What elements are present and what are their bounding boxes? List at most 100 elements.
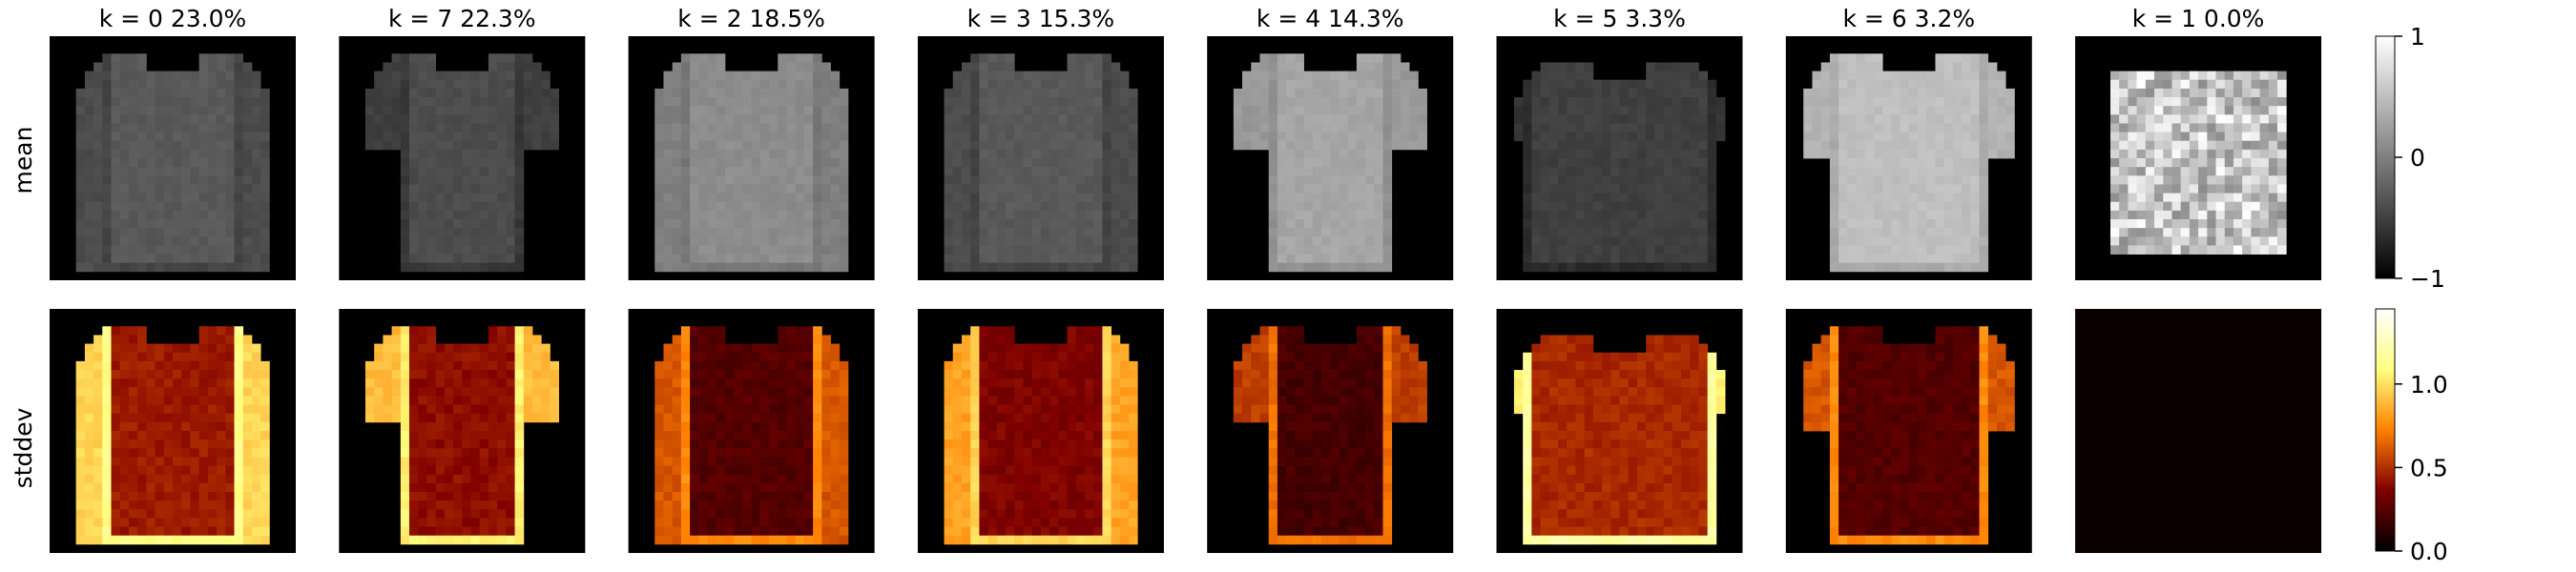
pixel — [163, 457, 174, 466]
pixel — [1268, 79, 1278, 90]
pixel — [453, 210, 463, 220]
pixel — [190, 439, 200, 449]
pixel — [137, 219, 147, 229]
pixel — [400, 326, 410, 336]
pixel — [759, 465, 770, 476]
pixel — [1523, 106, 1532, 115]
pixel — [1058, 500, 1068, 510]
pixel — [961, 262, 971, 273]
row-label-stddev: stddev — [10, 407, 37, 488]
pixel — [1365, 360, 1375, 371]
pixel — [418, 158, 427, 168]
pixel — [961, 140, 971, 151]
pixel — [155, 97, 165, 107]
pixel — [1558, 71, 1568, 81]
pixel — [479, 360, 489, 371]
pixel — [514, 114, 525, 124]
pixel — [1400, 79, 1410, 90]
pixel — [523, 114, 533, 124]
pixel — [1102, 448, 1112, 458]
pixel — [1129, 114, 1138, 124]
pixel — [470, 439, 481, 449]
pixel — [102, 518, 112, 527]
pixel — [1040, 439, 1050, 449]
pixel — [190, 228, 200, 237]
pixel — [1031, 474, 1042, 484]
pixel — [680, 132, 691, 142]
pixel — [234, 404, 244, 415]
pixel — [803, 448, 814, 458]
pixel — [1698, 114, 1709, 124]
pixel — [707, 106, 717, 115]
pixel — [839, 378, 849, 388]
pixel — [1259, 343, 1270, 354]
pixel — [234, 396, 244, 405]
pixel — [435, 448, 446, 458]
pixel — [400, 262, 410, 273]
pixel — [1129, 149, 1138, 159]
pixel — [716, 370, 726, 379]
pixel — [190, 254, 200, 264]
pixel — [1102, 262, 1112, 273]
pixel — [724, 518, 735, 527]
pixel — [672, 210, 682, 220]
pixel — [1111, 360, 1121, 371]
pixel — [1330, 492, 1340, 501]
pixel — [1006, 535, 1015, 545]
pixel — [1251, 132, 1260, 142]
pixel — [190, 492, 200, 501]
pixel — [1023, 431, 1033, 440]
pixel — [102, 106, 112, 115]
pixel — [751, 262, 761, 273]
pixel — [1374, 167, 1383, 176]
pixel — [1023, 474, 1033, 484]
pixel — [1242, 71, 1252, 81]
pixel — [234, 262, 244, 273]
pixel — [1646, 106, 1655, 115]
pixel — [444, 79, 454, 90]
pixel — [839, 474, 849, 484]
pixel — [680, 114, 691, 124]
pixel — [1093, 535, 1103, 545]
pixel — [84, 518, 94, 527]
pixel — [1374, 482, 1383, 493]
pixel — [217, 500, 226, 510]
pixel — [1303, 79, 1314, 90]
pixel — [952, 262, 963, 273]
pixel — [1654, 62, 1664, 72]
pixel — [260, 123, 270, 133]
pixel — [1129, 219, 1138, 229]
pixel — [207, 500, 218, 510]
pixel — [497, 509, 507, 519]
pixel — [470, 193, 481, 203]
pixel — [1102, 201, 1112, 212]
pixel — [821, 492, 831, 501]
pixel — [1014, 140, 1024, 151]
pixel — [707, 492, 717, 501]
pixel — [944, 448, 954, 458]
pixel — [751, 79, 761, 90]
pixel — [1531, 97, 1541, 107]
pixel — [778, 518, 787, 527]
pixel — [242, 210, 253, 220]
pixel — [453, 413, 463, 423]
pixel — [1006, 106, 1015, 115]
pixel — [453, 457, 463, 466]
pixel — [93, 114, 103, 124]
pixel — [137, 262, 147, 273]
pixel — [1102, 88, 1112, 98]
pixel — [987, 149, 998, 159]
pixel — [198, 335, 209, 344]
pixel — [190, 378, 200, 388]
pixel — [979, 448, 989, 458]
pixel — [251, 140, 261, 151]
pixel — [672, 167, 682, 176]
pixel — [707, 132, 717, 142]
pixel — [470, 228, 481, 237]
pixel — [795, 518, 805, 527]
pixel — [952, 245, 963, 255]
pixel — [1347, 201, 1358, 212]
pixel — [1268, 509, 1278, 519]
pixel — [497, 352, 507, 362]
pixel — [1111, 167, 1121, 176]
